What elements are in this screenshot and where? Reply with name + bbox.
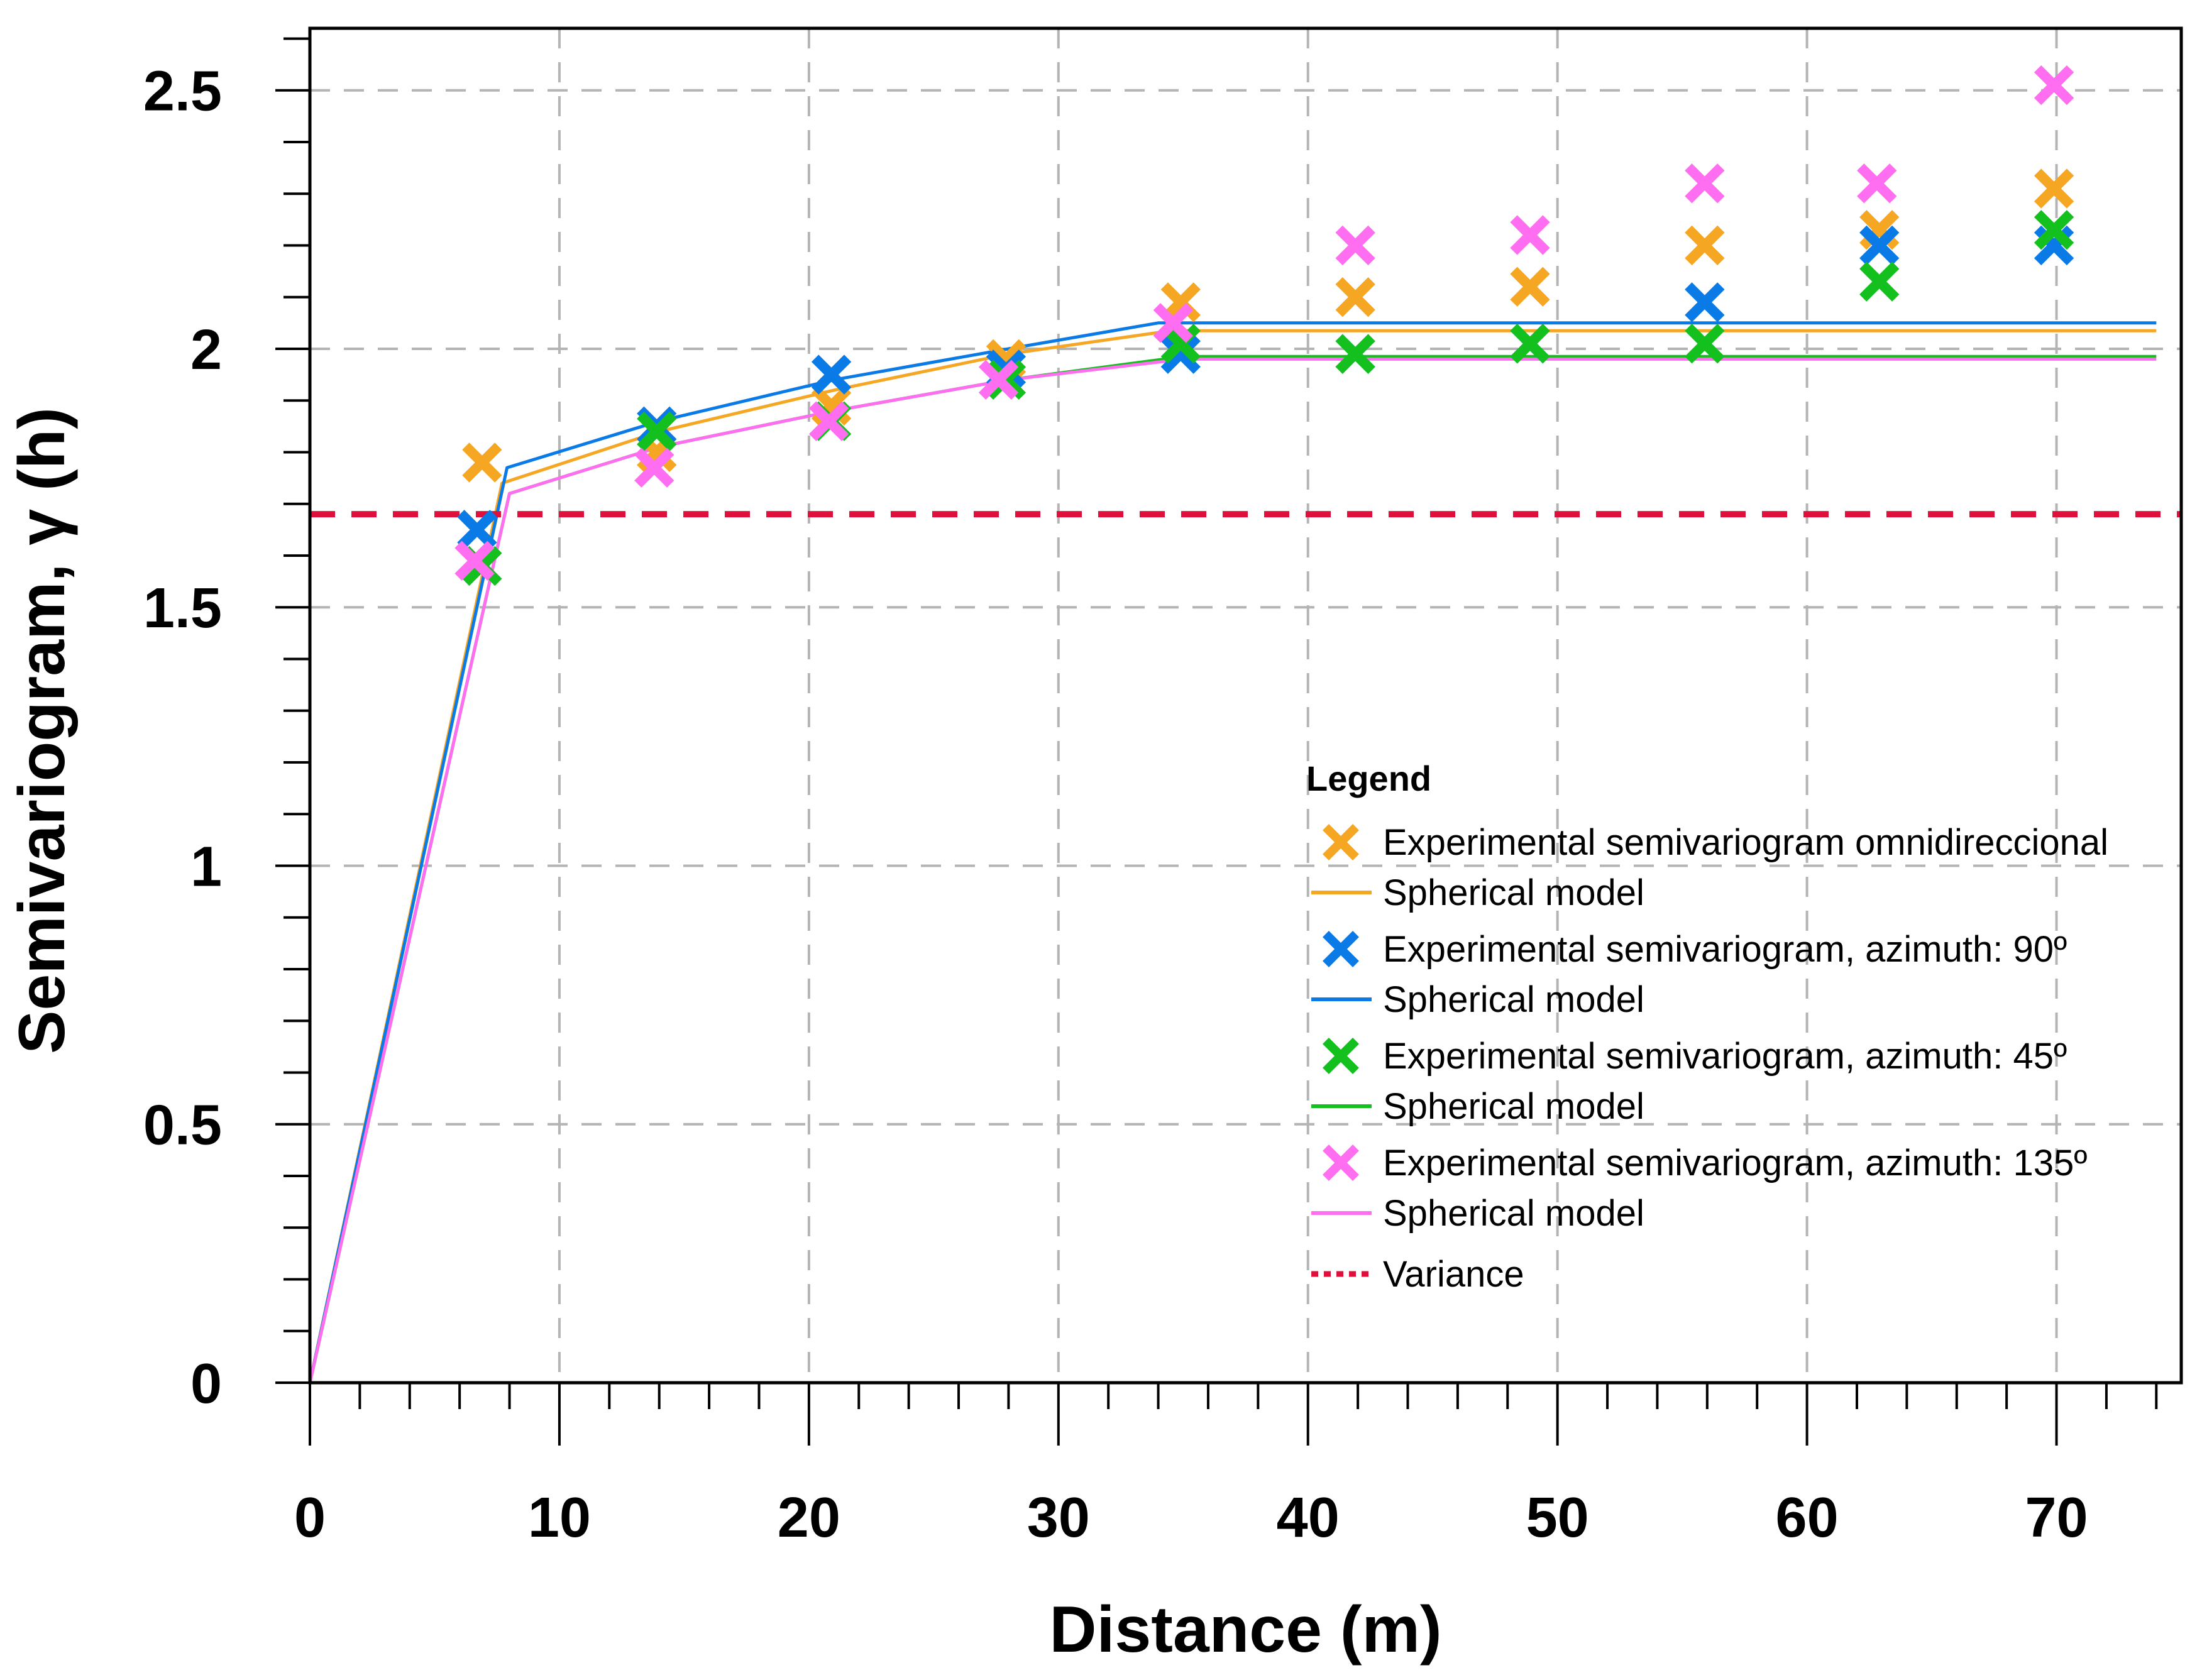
legend-label: Experimental semivariogram omnidireccion… (1383, 822, 2108, 863)
data-point (462, 442, 502, 483)
legend: Legend Experimental semivariogram omnidir… (1306, 759, 2108, 1295)
x-tick-label: 50 (1526, 1486, 1589, 1549)
legend-label: Variance (1383, 1254, 1524, 1295)
data-points (454, 65, 2074, 586)
x-tick-label: 0 (294, 1486, 326, 1549)
y-tick-label: 0 (190, 1353, 222, 1415)
x-tick-label: 30 (1027, 1486, 1090, 1549)
x-tick-label: 10 (528, 1486, 591, 1549)
data-point (1510, 324, 1550, 364)
data-point (811, 354, 852, 395)
y-tick-label: 1.5 (143, 577, 222, 640)
legend-marker (1323, 1038, 1359, 1074)
data-point (1510, 266, 1550, 307)
x-tick-label: 20 (778, 1486, 840, 1549)
data-point (1335, 277, 1375, 317)
data-point (1859, 225, 1900, 266)
data-point (1510, 215, 1550, 255)
data-point (986, 360, 1027, 400)
legend-label: Spherical model (1383, 1086, 1644, 1127)
grid (310, 28, 2181, 1383)
data-point (2034, 210, 2074, 250)
legend-label: Spherical model (1383, 1193, 1644, 1234)
x-tick-label: 60 (1776, 1486, 1839, 1549)
x-tick-label: 40 (1277, 1486, 1340, 1549)
legend-label: Spherical model (1383, 979, 1644, 1020)
data-point (1153, 303, 1194, 343)
data-point (637, 411, 677, 452)
legend-label: Experimental semivariogram, azimuth: 90º (1383, 929, 2067, 970)
data-point (634, 447, 674, 488)
x-axis-title: Distance (m) (1049, 1593, 1441, 1666)
y-axis-title: Semivariogram, γ (h) (6, 407, 79, 1054)
data-point (454, 541, 495, 581)
x-tick-label: 70 (2025, 1486, 2088, 1549)
data-point (1859, 261, 1900, 302)
data-point (1335, 225, 1375, 266)
legend-title: Legend (1306, 759, 1431, 798)
y-tick-label: 0.5 (143, 1094, 222, 1157)
data-point (1685, 282, 1725, 322)
data-point (808, 401, 849, 441)
data-point (1685, 163, 1725, 204)
data-point (1685, 324, 1725, 364)
data-point (1160, 334, 1201, 374)
axes: 0 10 20 30 40 50 60 70 0 0.5 1 1.5 2 2.5 (143, 37, 2158, 1549)
data-point (1685, 225, 1725, 266)
legend-marker (1323, 1145, 1359, 1181)
y-tick-label: 1 (190, 835, 222, 898)
data-point (1857, 163, 1897, 204)
legend-marker (1323, 824, 1359, 860)
legend-label: Experimental semivariogram, azimuth: 45º (1383, 1036, 2067, 1077)
data-point (2034, 168, 2074, 209)
data-point (2034, 65, 2074, 106)
plot-frame (308, 26, 2183, 1385)
y-tick-label: 2 (190, 319, 222, 382)
spherical-model-line (308, 354, 2157, 1383)
legend-label: Experimental semivariogram, azimuth: 135… (1383, 1143, 2087, 1183)
data-point (1335, 334, 1375, 374)
legend-marker (1323, 931, 1359, 967)
y-tick-label: 2.5 (143, 60, 222, 123)
data-point (978, 360, 1019, 400)
data-point (457, 510, 497, 550)
legend-label: Spherical model (1383, 872, 1644, 913)
